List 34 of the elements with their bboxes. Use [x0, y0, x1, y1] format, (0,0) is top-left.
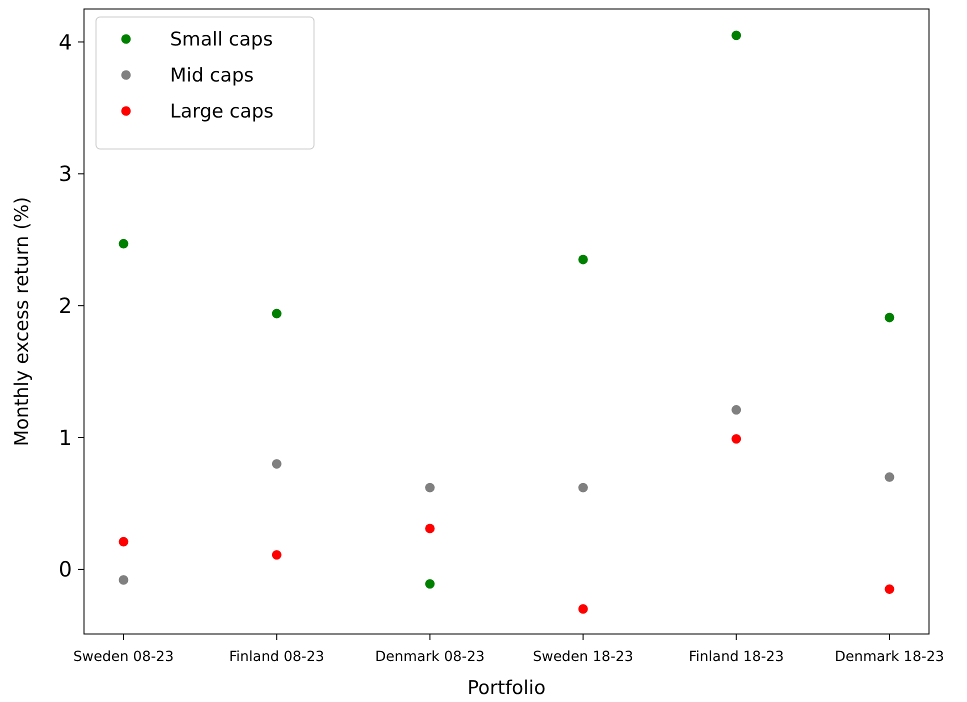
- point: [272, 550, 282, 560]
- y-tick-label: 3: [58, 162, 72, 186]
- point: [884, 472, 894, 482]
- point: [118, 536, 128, 546]
- legend-label: Mid caps: [170, 64, 254, 87]
- x-tick-label: Denmark 08-23: [375, 649, 485, 665]
- point: [732, 405, 742, 415]
- y-tick-label: 4: [58, 30, 72, 54]
- point: [118, 575, 128, 585]
- legend-label: Large caps: [170, 100, 274, 123]
- y-tick-label: 2: [58, 294, 72, 318]
- point: [732, 434, 742, 444]
- y-tick-label: 1: [58, 426, 72, 450]
- point: [884, 312, 894, 322]
- point: [884, 584, 894, 594]
- point: [578, 254, 588, 264]
- point: [425, 579, 435, 589]
- x-tick-label: Sweden 08-23: [73, 649, 174, 665]
- point: [272, 459, 282, 469]
- x-tick-label: Finland 18-23: [688, 649, 784, 665]
- point: [578, 604, 588, 614]
- x-tick-label: Denmark 18-23: [834, 649, 944, 665]
- point: [272, 308, 282, 318]
- legend-label: Small caps: [170, 28, 273, 51]
- y-axis-title: Monthly excess return (%): [11, 196, 33, 446]
- point: [732, 30, 742, 40]
- point: [118, 238, 128, 248]
- x-tick-label: Finland 08-23: [229, 649, 324, 665]
- y-tick-label: 0: [58, 558, 72, 582]
- x-axis-title: Portfolio: [467, 677, 546, 699]
- point: [578, 482, 588, 492]
- point: [425, 524, 435, 534]
- point: [425, 482, 435, 492]
- x-tick-label: Sweden 18-23: [532, 649, 634, 665]
